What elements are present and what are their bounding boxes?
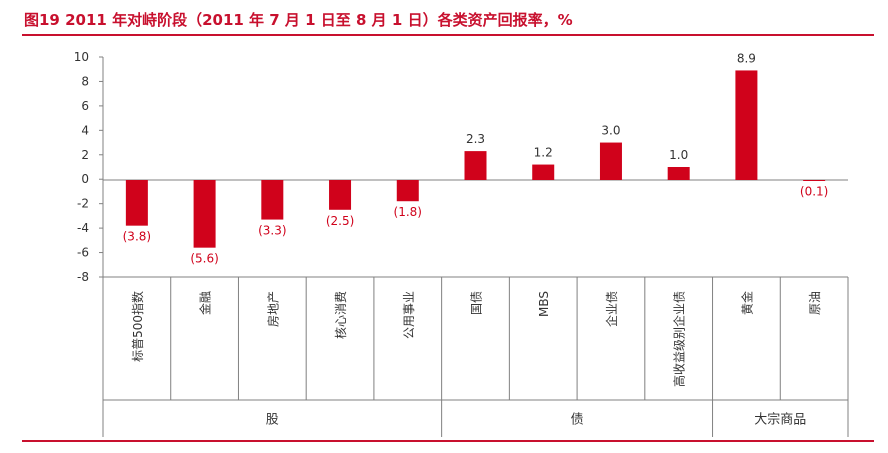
category-label: 标普500指数 (130, 291, 145, 362)
data-label: (3.3) (258, 224, 286, 238)
y-tick-label: 10 (74, 50, 89, 64)
y-tick-label: -6 (77, 246, 89, 260)
category-label: 原油 (808, 291, 822, 315)
category-label: 房地产 (265, 291, 280, 327)
footer-rule (22, 440, 874, 442)
bar (599, 142, 622, 180)
bar (667, 167, 690, 180)
y-axis-ticks: 10 8 6 4 2 0 -2 -4 -6 -8 (74, 50, 103, 284)
bar (464, 151, 487, 180)
bars (125, 70, 826, 248)
bar (125, 180, 148, 226)
axes (102, 57, 849, 437)
category-label: 高收益级别企业债 (672, 291, 687, 387)
data-label: 2.3 (466, 132, 485, 146)
data-label: (3.8) (123, 230, 151, 244)
category-label: 国债 (470, 291, 484, 315)
category-label: 企业债 (604, 291, 619, 327)
data-label: 8.9 (737, 51, 756, 65)
bar (532, 164, 555, 180)
bar (329, 180, 352, 210)
group-label: 股 (266, 413, 279, 428)
data-label: (1.8) (394, 205, 422, 219)
y-tick-label: -2 (77, 197, 89, 211)
category-labels: 标普500指数 金融 房地产 核心消费 公用事业 国债 MBS 企业债 高收益级别企业债 黄金 原油 (130, 291, 822, 387)
data-label: 1.0 (669, 148, 688, 162)
group-label: 大宗商品 (754, 412, 806, 428)
group-label: 债 (571, 413, 584, 428)
group-labels: 股 债 大宗商品 (266, 412, 806, 428)
bar (803, 180, 826, 181)
data-label: (5.6) (190, 252, 218, 266)
y-tick-label: 2 (81, 148, 89, 162)
data-label: 1.2 (534, 146, 553, 160)
category-label: 黄金 (739, 291, 754, 315)
category-label: MBS (537, 291, 551, 317)
chart-title: 图19 2011 年对峙阶段（2011 年 7 月 1 日至 8 月 1 日）各… (24, 11, 573, 29)
category-label: 核心消费 (334, 291, 348, 339)
y-tick-label: 8 (81, 74, 89, 88)
data-labels: (3.8) (5.6) (3.3) (2.5) (1.8) 2.3 1.2 3.0 1.0 8.9… (123, 51, 829, 265)
y-tick-label: -8 (77, 270, 89, 284)
data-label: 3.0 (601, 124, 620, 138)
data-label: (2.5) (326, 214, 354, 228)
bar (193, 180, 216, 248)
y-tick-label: 0 (81, 172, 89, 186)
data-label: (0.1) (800, 184, 828, 198)
y-tick-label: 6 (81, 99, 89, 113)
bar (261, 180, 284, 220)
title-rule (22, 34, 874, 36)
category-label: 金融 (198, 291, 213, 315)
y-tick-label: 4 (81, 123, 89, 137)
y-tick-label: -4 (77, 221, 89, 235)
bar (735, 70, 758, 180)
category-label: 公用事业 (402, 291, 416, 339)
bar (396, 180, 419, 202)
